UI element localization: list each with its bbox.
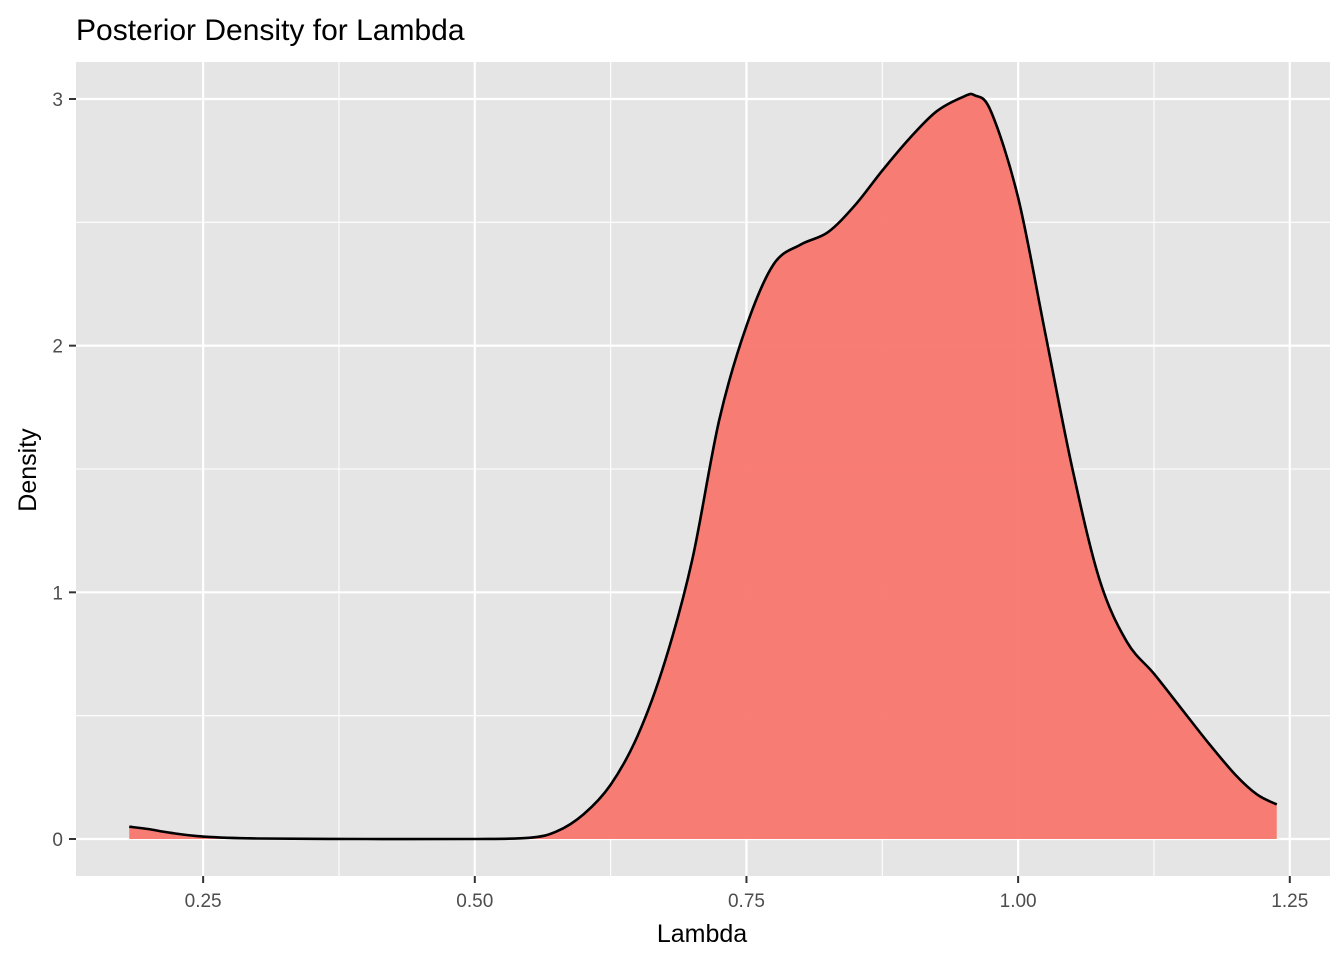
density-line bbox=[129, 92, 1278, 841]
x-tick-label: 1.25 bbox=[1271, 891, 1308, 912]
y-tick-label: 1 bbox=[52, 583, 63, 604]
x-tick-label: 0.50 bbox=[456, 891, 493, 912]
chart-title: Posterior Density for Lambda bbox=[76, 14, 465, 47]
y-tick-label: 2 bbox=[52, 337, 63, 358]
x-tick-label: 0.75 bbox=[728, 891, 765, 912]
x-tick-label: 1.00 bbox=[1000, 891, 1037, 912]
y-axis-title: Density bbox=[14, 428, 42, 512]
x-axis-title: Lambda bbox=[657, 920, 747, 948]
y-axis: 0 1 2 3 bbox=[52, 90, 76, 851]
y-tick-label: 3 bbox=[52, 90, 63, 111]
density-area bbox=[129, 93, 1277, 840]
x-tick-label: 0.25 bbox=[185, 891, 222, 912]
y-tick-label: 0 bbox=[52, 830, 63, 851]
x-axis: 0.25 0.50 0.75 1.00 1.25 bbox=[185, 876, 1308, 912]
